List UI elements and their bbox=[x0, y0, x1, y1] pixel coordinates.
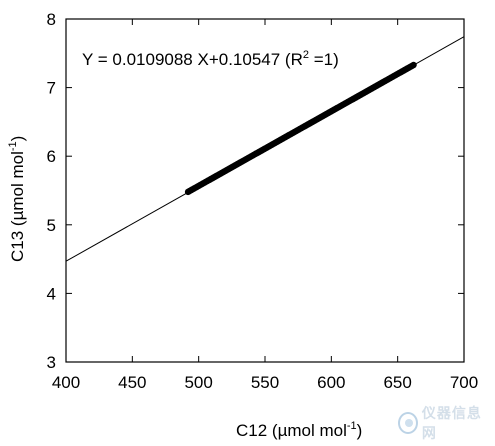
y-axis: 3 4 5 6 7 8 bbox=[47, 10, 464, 372]
equation-superscript: 2 bbox=[303, 49, 309, 61]
x-tick-label: 650 bbox=[383, 373, 411, 392]
x-tick-label: 600 bbox=[317, 373, 345, 392]
x-axis-title: C12 (µmol mol-1) bbox=[236, 420, 362, 440]
watermark: 仪器信息网 bbox=[398, 405, 488, 441]
x-tick-label: 500 bbox=[184, 373, 212, 392]
y-axis-title: C13 (µmol mol-1) bbox=[7, 136, 27, 262]
x-tick-label: 550 bbox=[251, 373, 279, 392]
equation-annotation: Y = 0.0109088 X+0.10547 (R2 =1) bbox=[82, 49, 339, 69]
watermark-text: 仪器信息网 bbox=[421, 405, 482, 441]
y-tick-label: 8 bbox=[47, 10, 56, 29]
x-tick-label: 450 bbox=[118, 373, 146, 392]
instrument-logo-icon bbox=[398, 412, 418, 434]
x-tick-label: 700 bbox=[450, 373, 478, 392]
y-tick-label: 4 bbox=[47, 284, 56, 303]
x-tick-label: 400 bbox=[52, 373, 80, 392]
y-tick-label: 7 bbox=[47, 79, 56, 98]
data-point bbox=[410, 61, 417, 69]
y-tick-label: 5 bbox=[47, 216, 56, 235]
x-axis: 400 450 500 550 600 650 700 bbox=[52, 19, 478, 392]
data-points bbox=[184, 61, 417, 196]
y-tick-label: 6 bbox=[47, 147, 56, 166]
y-tick-label: 3 bbox=[47, 353, 56, 372]
